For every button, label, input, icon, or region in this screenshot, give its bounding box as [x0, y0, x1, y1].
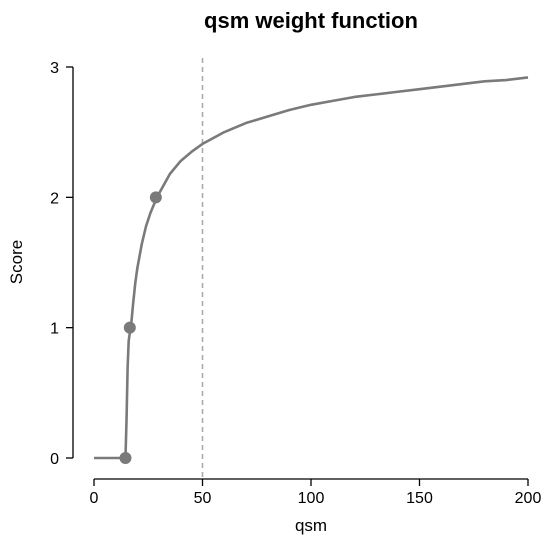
chart-title: qsm weight function: [204, 8, 418, 33]
plot-area: [94, 58, 529, 479]
y-axis-label: Score: [7, 240, 26, 284]
y-tick-label: 1: [50, 321, 59, 338]
y-tick-label: 0: [50, 451, 59, 468]
x-tick-label: 150: [406, 490, 433, 507]
x-axis-label: qsm: [295, 516, 327, 535]
x-tick-label: 0: [90, 490, 99, 507]
y-axis: 0 1 2 3: [50, 60, 74, 468]
x-axis: 0 50 100 150 200: [90, 478, 542, 507]
data-point: [123, 321, 136, 334]
x-tick-label: 100: [298, 490, 325, 507]
y-tick-label: 3: [50, 60, 59, 77]
x-tick-label: 200: [515, 490, 542, 507]
series-line: [94, 76, 529, 460]
x-tick-label: 50: [194, 490, 212, 507]
data-point: [119, 452, 132, 464]
data-point: [149, 191, 162, 204]
data-points: [119, 191, 162, 464]
y-tick-label: 2: [50, 190, 59, 207]
